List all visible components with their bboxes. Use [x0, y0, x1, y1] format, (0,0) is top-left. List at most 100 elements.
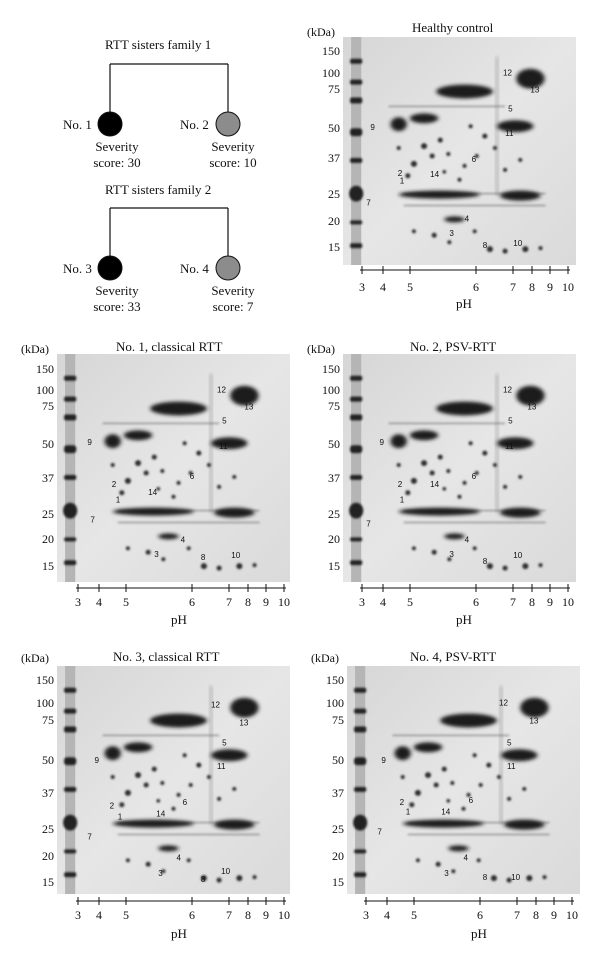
ph-tick-8: 8 [245, 595, 251, 609]
panel-title: No. 4, PSV-RTT [410, 649, 497, 664]
panel-title: No. 2, PSV-RTT [410, 339, 497, 354]
svg-text:6: 6 [472, 155, 477, 164]
svg-text:8: 8 [483, 873, 488, 882]
mw-15: 15 [332, 875, 344, 889]
ph-axis [360, 266, 570, 274]
ph-tick-10: 10 [278, 908, 290, 922]
y-axis-unit: (kDa) [307, 25, 335, 39]
ph-tick-5: 5 [411, 908, 417, 922]
mw-25: 25 [328, 187, 340, 201]
svg-text:6: 6 [190, 472, 195, 481]
ph-tick-4: 4 [96, 595, 102, 609]
x-axis-label: pH [171, 926, 187, 941]
svg-text:14: 14 [430, 170, 440, 179]
ph-tick-3: 3 [359, 595, 365, 609]
ph-tick-9: 9 [547, 595, 553, 609]
svg-text:7: 7 [90, 516, 95, 525]
gel-image: 12 13 5 11 9 6 14 2 1 7 4 3 8 10 [343, 354, 576, 582]
x-axis-label: pH [171, 612, 187, 627]
ph-tick-4: 4 [380, 595, 386, 609]
ph-tick-9: 9 [263, 908, 269, 922]
svg-text:7: 7 [87, 833, 92, 842]
svg-text:11: 11 [507, 762, 516, 771]
svg-text:8: 8 [201, 553, 206, 562]
svg-text:11: 11 [505, 129, 514, 138]
ph-tick-5: 5 [123, 908, 129, 922]
svg-text:5: 5 [508, 416, 513, 425]
ph-tick-6: 6 [473, 595, 479, 609]
svg-text:3: 3 [154, 550, 159, 559]
mw-37: 37 [328, 471, 340, 485]
svg-text:10: 10 [221, 867, 231, 876]
svg-text:12: 12 [211, 701, 221, 710]
mw-25: 25 [42, 822, 54, 836]
mw-100: 100 [36, 383, 54, 397]
svg-text:13: 13 [529, 717, 539, 726]
mw-150: 150 [322, 44, 340, 58]
svg-text:12: 12 [217, 386, 227, 395]
mw-50: 50 [42, 437, 54, 451]
ph-tick-7: 7 [514, 908, 520, 922]
mw-37: 37 [328, 151, 340, 165]
svg-text:10: 10 [231, 551, 241, 560]
svg-text:2: 2 [400, 798, 405, 807]
svg-text:7: 7 [366, 199, 371, 208]
ph-tick-9: 9 [547, 280, 553, 294]
member-4-no: No. 4 [180, 261, 209, 276]
mw-150: 150 [36, 362, 54, 376]
mw-20: 20 [42, 532, 54, 546]
gel-image: 12 13 5 11 9 6 14 2 1 7 4 3 8 10 [57, 354, 290, 582]
svg-text:14: 14 [441, 808, 451, 817]
mw-100: 100 [322, 66, 340, 80]
mw-20: 20 [328, 532, 340, 546]
member-3-no: No. 3 [63, 261, 92, 276]
mw-15: 15 [328, 559, 340, 573]
mw-75: 75 [328, 399, 340, 413]
svg-text:9: 9 [94, 756, 99, 765]
ph-tick-10: 10 [566, 908, 578, 922]
mw-100: 100 [36, 696, 54, 710]
family-1-title: RTT sisters family 1 [105, 37, 212, 52]
svg-text:2: 2 [110, 802, 115, 811]
ph-tick-6: 6 [189, 908, 195, 922]
svg-text:5: 5 [222, 738, 227, 747]
mw-15: 15 [328, 240, 340, 254]
svg-text:3: 3 [158, 869, 163, 878]
svg-text:13: 13 [527, 403, 537, 412]
mw-37: 37 [332, 786, 344, 800]
ph-tick-8: 8 [529, 595, 535, 609]
mw-20: 20 [328, 214, 340, 228]
ph-tick-6: 6 [189, 595, 195, 609]
svg-text:12: 12 [503, 386, 513, 395]
ph-axis [360, 584, 570, 592]
ph-tick-6: 6 [473, 280, 479, 294]
svg-text:2: 2 [398, 169, 403, 178]
svg-text:4: 4 [181, 535, 186, 544]
mw-37: 37 [42, 786, 54, 800]
ph-tick-10: 10 [278, 595, 290, 609]
svg-text:5: 5 [222, 416, 227, 425]
ph-tick-7: 7 [226, 908, 232, 922]
member-1-circle [97, 111, 123, 137]
svg-text:8: 8 [483, 557, 488, 566]
member-1-severity: Severity score: 30 [93, 139, 141, 170]
ph-tick-7: 7 [510, 280, 516, 294]
y-axis-unit: (kDa) [307, 342, 335, 356]
svg-text:4: 4 [465, 535, 470, 544]
svg-text:9: 9 [370, 123, 375, 132]
mw-15: 15 [42, 875, 54, 889]
gel-image: 12 13 5 11 9 6 14 2 1 7 4 3 8 10 [57, 666, 290, 894]
svg-text:5: 5 [507, 738, 512, 747]
panel-title: No. 1, classical RTT [116, 339, 223, 354]
svg-text:7: 7 [366, 520, 371, 529]
family-2-title: RTT sisters family 2 [105, 182, 212, 197]
svg-text:7: 7 [377, 828, 382, 837]
svg-text:10: 10 [513, 239, 523, 248]
mw-100: 100 [326, 696, 344, 710]
svg-text:9: 9 [87, 438, 92, 447]
ph-tick-3: 3 [75, 595, 81, 609]
svg-text:6: 6 [472, 472, 477, 481]
ph-tick-7: 7 [226, 595, 232, 609]
svg-text:8: 8 [483, 241, 488, 250]
svg-text:12: 12 [499, 699, 509, 708]
